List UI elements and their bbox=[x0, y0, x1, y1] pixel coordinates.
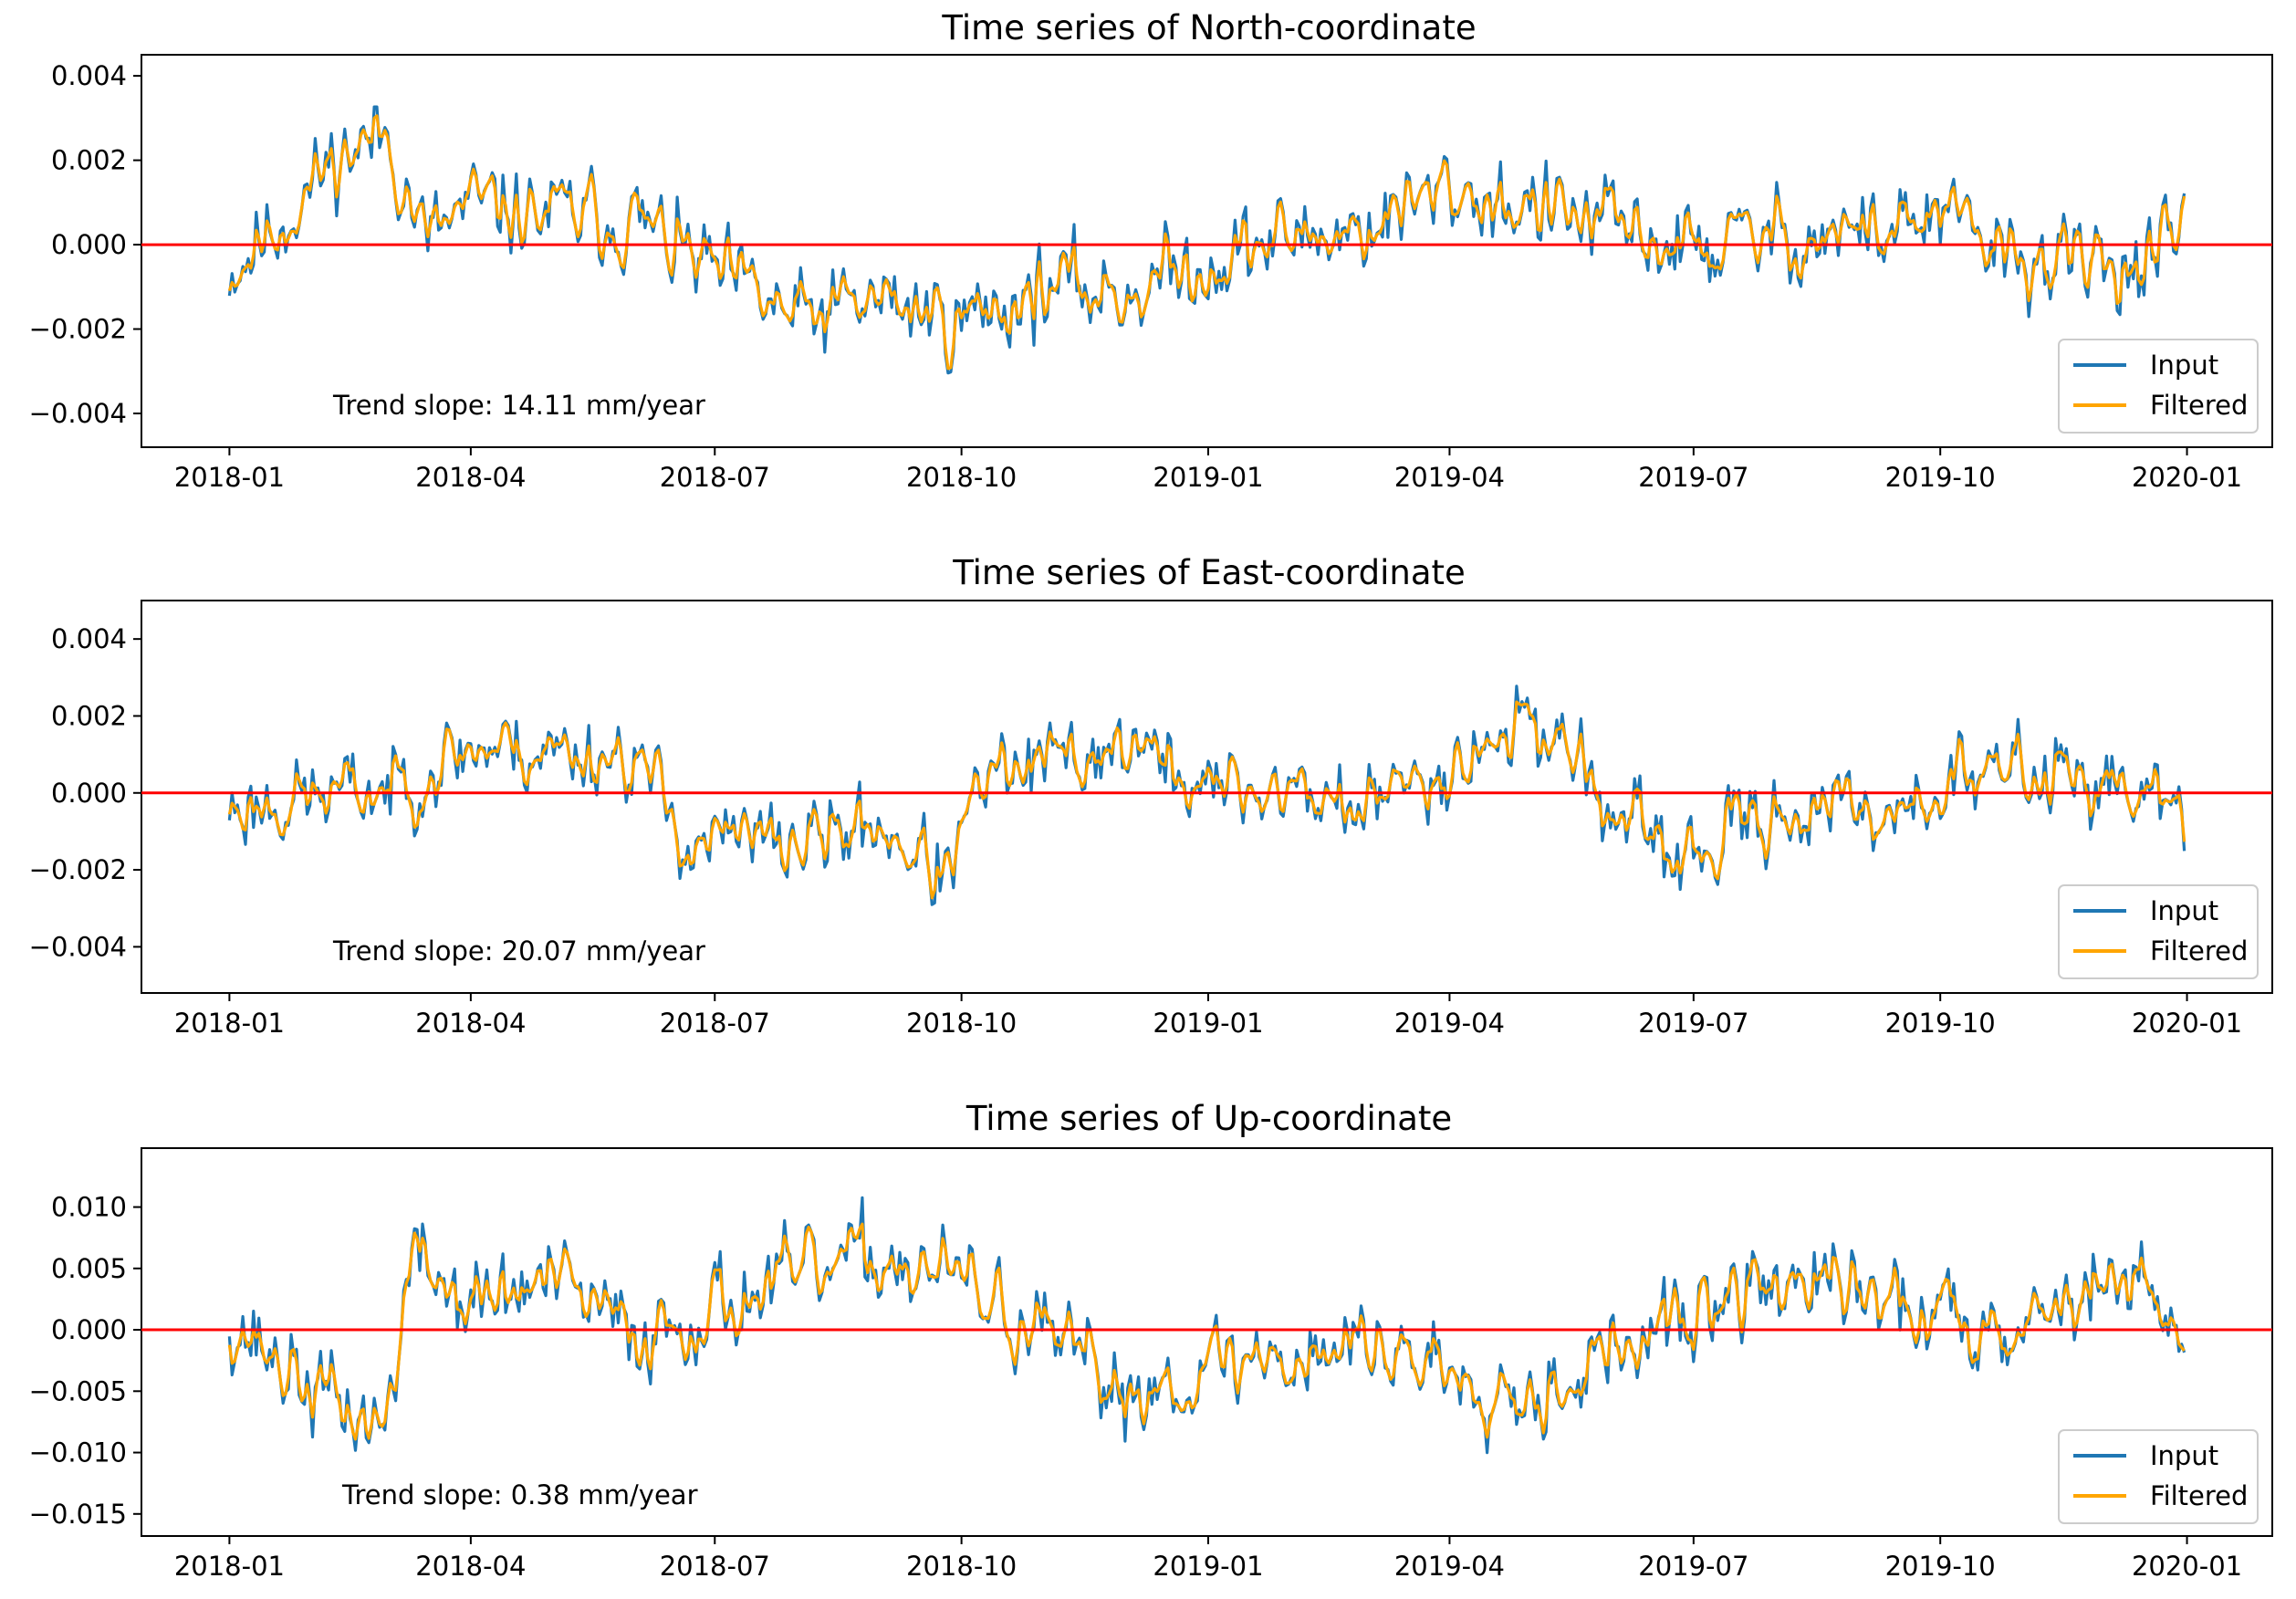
chart-title: Time series of Up-coordinate bbox=[965, 1099, 1452, 1138]
y-tick-label: −0.005 bbox=[29, 1375, 127, 1406]
x-tick-label: 2018-07 bbox=[660, 462, 770, 493]
x-tick-label: 2020-01 bbox=[2132, 1008, 2242, 1039]
plot-area bbox=[141, 1147, 2273, 1537]
y-tick-label: 0.005 bbox=[51, 1253, 127, 1284]
y-tick-label: −0.002 bbox=[29, 314, 127, 345]
x-tick-label: 2018-01 bbox=[174, 1008, 285, 1039]
series-layer bbox=[141, 1196, 2272, 1455]
x-tick-label: 2018-01 bbox=[174, 462, 285, 493]
legend-filtered-label: Filtered bbox=[2150, 390, 2248, 421]
y-tick-label: 0.000 bbox=[51, 1314, 127, 1345]
x-tick-label: 2019-01 bbox=[1153, 1008, 1263, 1039]
legend-input-label: Input bbox=[2150, 895, 2218, 926]
x-tick-label: 2018-10 bbox=[906, 462, 1017, 493]
legend-box bbox=[2058, 339, 2259, 434]
y-tick-label: −0.004 bbox=[29, 931, 127, 962]
legend-filtered-label: Filtered bbox=[2150, 1480, 2248, 1511]
x-tick-label: 2020-01 bbox=[2132, 1551, 2242, 1582]
y-tick-label: 0.000 bbox=[51, 778, 127, 809]
trend-annotation: Trend slope: 0.38 mm/year bbox=[341, 1479, 698, 1510]
y-tick-label: 0.010 bbox=[51, 1192, 127, 1223]
x-tick-label: 2019-04 bbox=[1394, 462, 1505, 493]
y-tick-label: 0.004 bbox=[51, 623, 127, 654]
panel-east: Time series of East-coordinate −0.004−0.… bbox=[29, 553, 2273, 1039]
x-tick-label: 2018-07 bbox=[660, 1551, 770, 1582]
y-axis: −0.015 −0.010 −0.005 0.000 0.005 0.010 bbox=[29, 1192, 141, 1530]
y-tick-label: −0.015 bbox=[29, 1499, 127, 1530]
y-tick-label: 0.004 bbox=[51, 60, 127, 91]
y-axis: −0.004 −0.002 0.000 0.002 0.004 bbox=[29, 60, 141, 429]
x-tick-label: 2018-04 bbox=[415, 462, 526, 493]
legend-input-label: Input bbox=[2150, 350, 2218, 381]
series-line-filtered bbox=[227, 114, 2186, 371]
x-tick-label: 2018-04 bbox=[415, 1008, 526, 1039]
x-tick-label: 2019-07 bbox=[1638, 1008, 1748, 1039]
x-axis: 2018-01 2018-04 2018-07 2018-10 2019-01 2019-… bbox=[174, 993, 2242, 1039]
y-tick-label: −0.010 bbox=[29, 1437, 127, 1468]
x-tick-label: 2019-10 bbox=[1885, 1551, 1996, 1582]
x-tick-label: 2018-07 bbox=[660, 1008, 770, 1039]
x-axis: 2018-01 2018-04 2018-07 2018-10 2019-01 2019-… bbox=[174, 447, 2242, 493]
y-tick-label: 0.000 bbox=[51, 229, 127, 260]
chart-title: Time series of North-coordinate bbox=[941, 8, 1476, 47]
trend-annotation: Trend slope: 20.07 mm/year bbox=[332, 935, 705, 967]
series-line-filtered bbox=[227, 700, 2186, 900]
legend-input-label: Input bbox=[2150, 1440, 2218, 1471]
x-tick-label: 2020-01 bbox=[2132, 462, 2242, 493]
panel-north: Time series of North-coordinate −0.004−0… bbox=[29, 8, 2273, 493]
legend-box bbox=[2058, 884, 2259, 979]
series-layer bbox=[141, 685, 2272, 906]
legend: Input Filtered bbox=[2058, 339, 2259, 434]
x-tick-label: 2019-07 bbox=[1638, 462, 1748, 493]
y-axis: −0.004 −0.002 0.000 0.002 0.004 bbox=[29, 623, 141, 962]
legend-box bbox=[2058, 1429, 2259, 1524]
x-tick-label: 2018-04 bbox=[415, 1551, 526, 1582]
panel-up: Time series of Up-coordinate −0.015−0.01… bbox=[29, 1099, 2273, 1582]
y-tick-label: −0.002 bbox=[29, 854, 127, 885]
x-tick-label: 2019-10 bbox=[1885, 1008, 1996, 1039]
x-tick-label: 2019-04 bbox=[1394, 1008, 1505, 1039]
x-tick-label: 2019-01 bbox=[1153, 1551, 1263, 1582]
trend-annotation: Trend slope: 14.11 mm/year bbox=[332, 390, 705, 421]
chart-title: Time series of East-coordinate bbox=[952, 553, 1466, 592]
series-layer bbox=[141, 105, 2272, 375]
legend: Input Filtered bbox=[2058, 884, 2259, 979]
x-axis: 2018-01 2018-04 2018-07 2018-10 2019-01 2019-… bbox=[174, 1536, 2242, 1582]
y-tick-label: 0.002 bbox=[51, 700, 127, 731]
plot-area bbox=[141, 600, 2273, 994]
y-tick-label: −0.004 bbox=[29, 398, 127, 429]
x-tick-label: 2018-01 bbox=[174, 1551, 285, 1582]
x-tick-label: 2019-04 bbox=[1394, 1551, 1505, 1582]
series-line-filtered bbox=[227, 1222, 2186, 1441]
x-tick-label: 2019-01 bbox=[1153, 462, 1263, 493]
y-tick-label: 0.002 bbox=[51, 145, 127, 176]
plot-area bbox=[141, 54, 2273, 448]
x-tick-label: 2018-10 bbox=[906, 1008, 1017, 1039]
legend-filtered-label: Filtered bbox=[2150, 935, 2248, 967]
x-tick-label: 2019-10 bbox=[1885, 462, 1996, 493]
x-tick-label: 2018-10 bbox=[906, 1551, 1017, 1582]
x-tick-label: 2019-07 bbox=[1638, 1551, 1748, 1582]
legend: Input Filtered bbox=[2058, 1429, 2259, 1524]
